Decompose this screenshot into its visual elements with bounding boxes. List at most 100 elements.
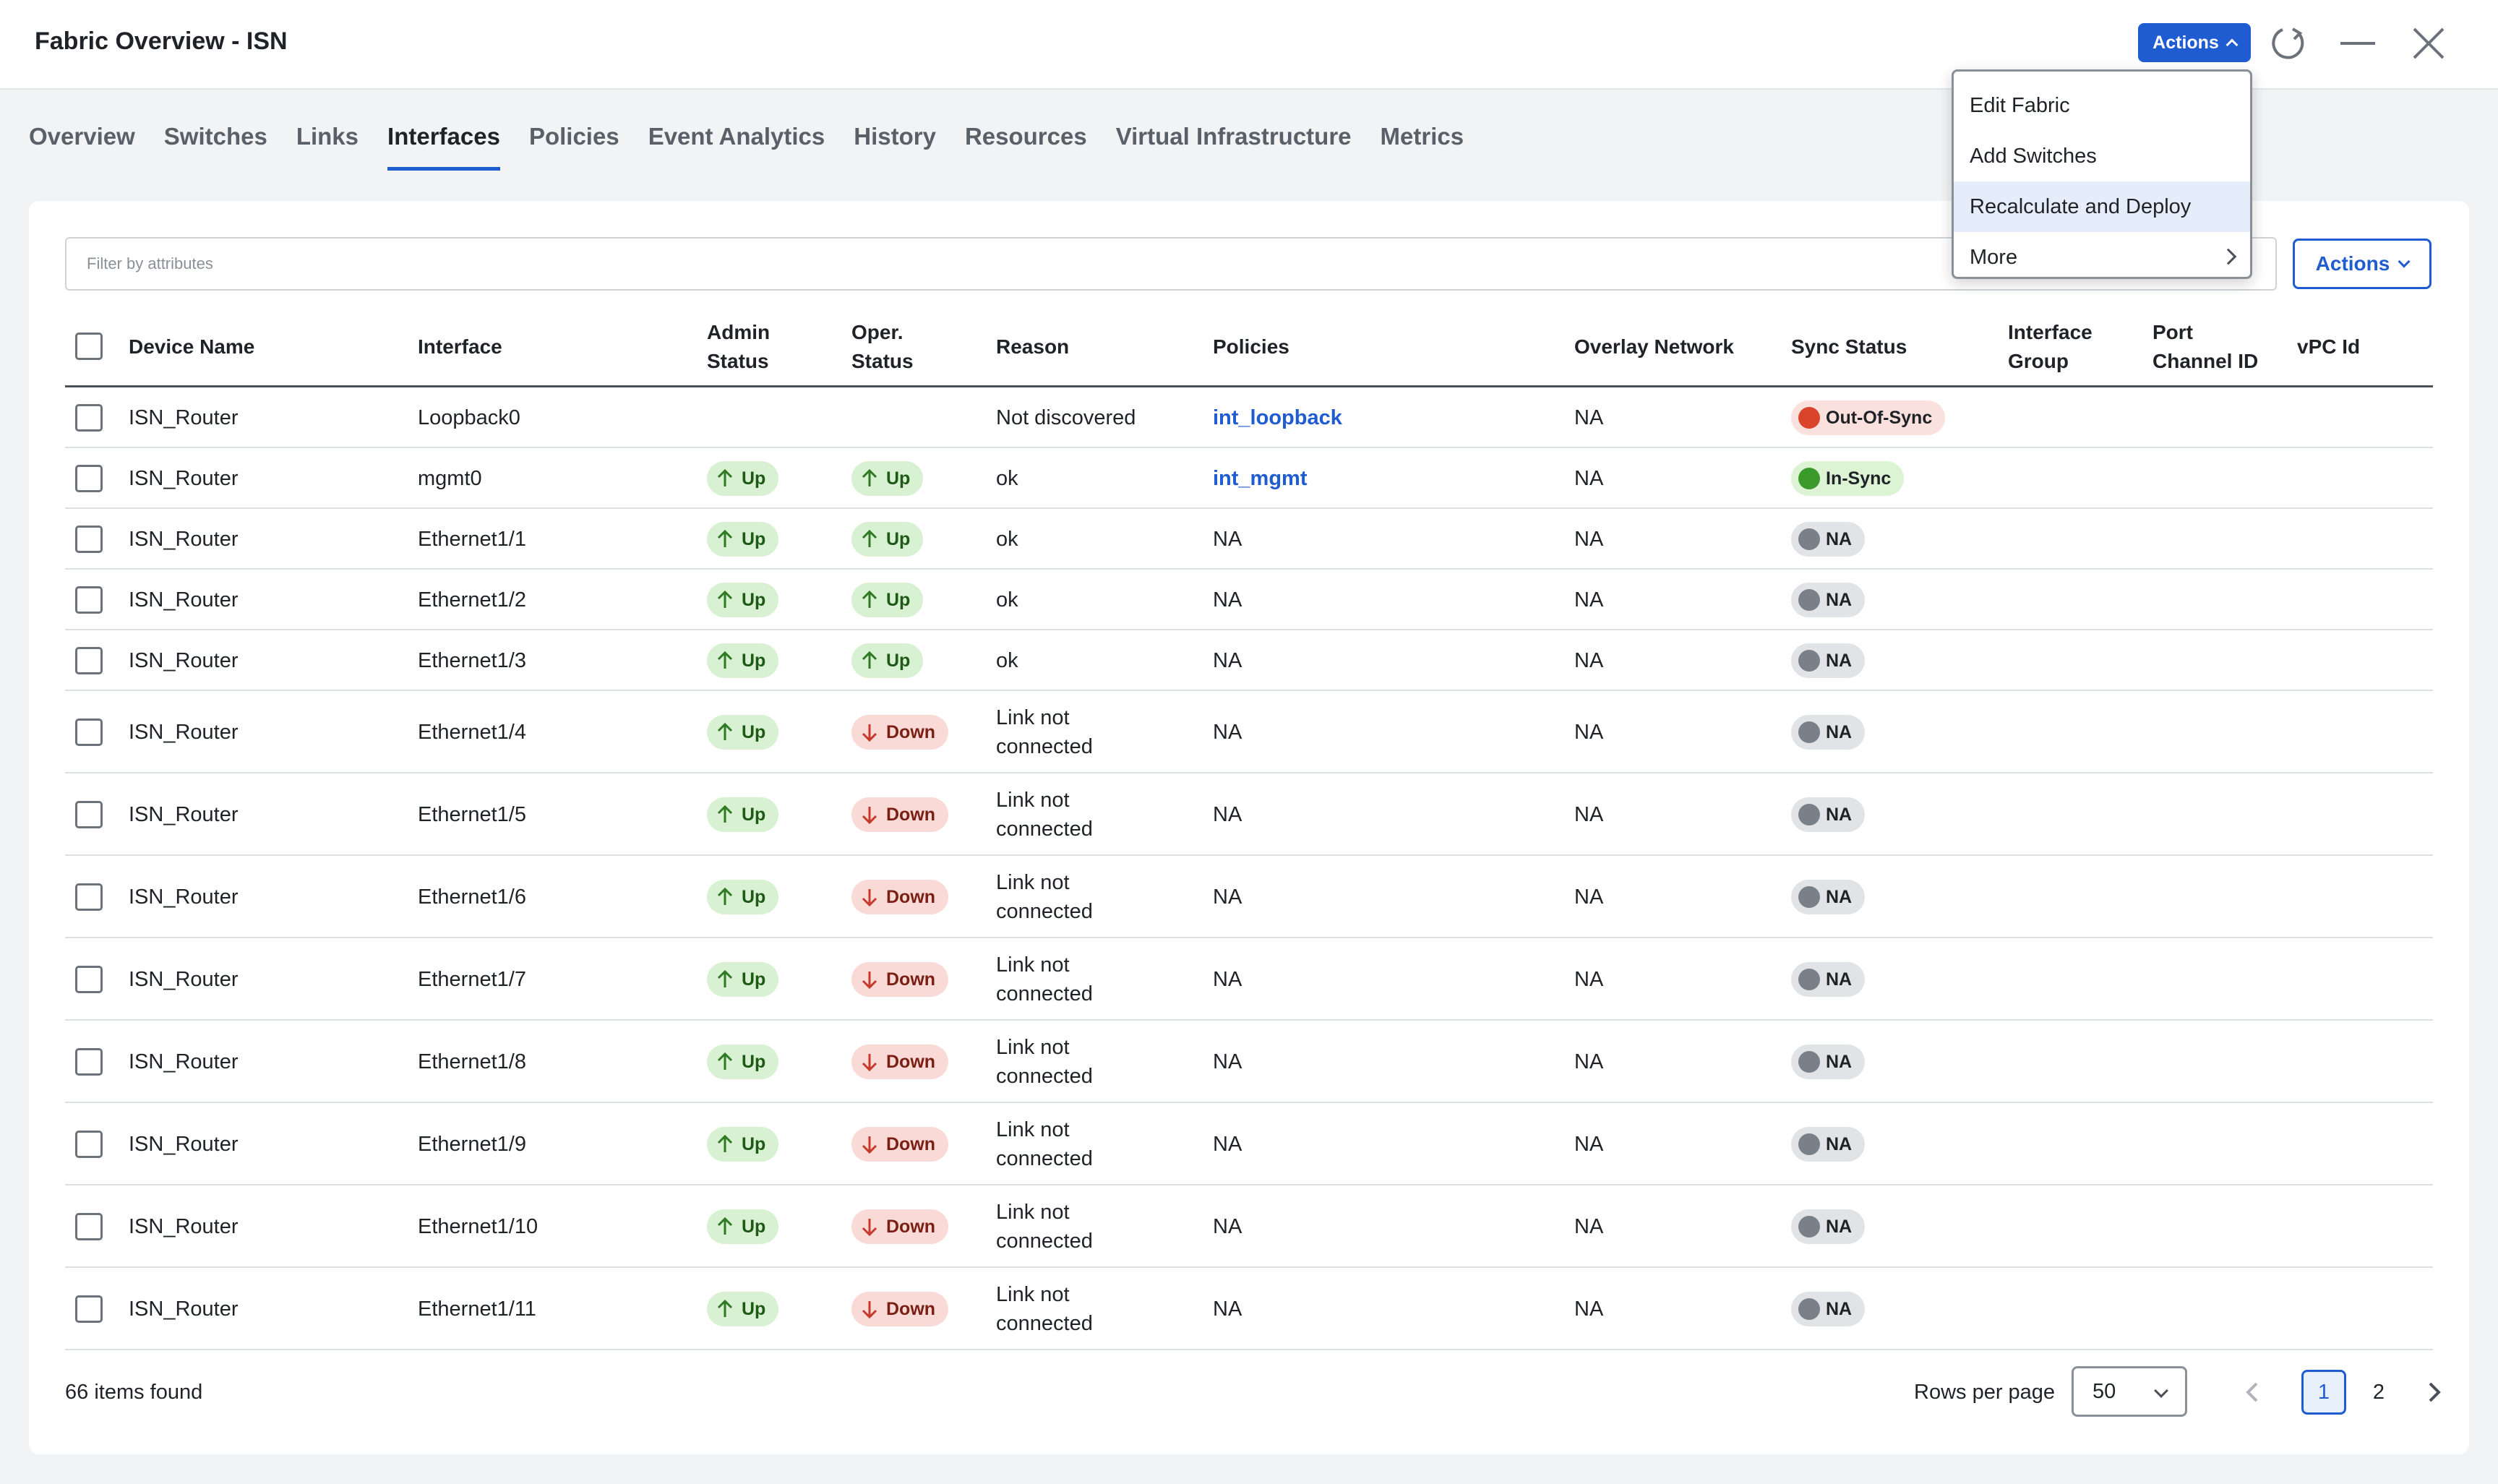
row-checkbox[interactable] <box>75 1213 103 1240</box>
col-admin-status-line2: Status <box>707 350 769 372</box>
col-device-name[interactable]: Device Name <box>129 335 255 358</box>
cell-reason: Link not connected <box>996 951 1093 1008</box>
minimize-icon[interactable] <box>2336 22 2379 65</box>
table-actions-button[interactable]: Actions <box>2293 239 2432 289</box>
table-row[interactable]: ISN_Router Ethernet1/4 Up Down Link not conne… <box>65 691 2433 773</box>
table-row[interactable]: ISN_Router Ethernet1/8 Up Down Link not conne… <box>65 1021 2433 1103</box>
arrow-down-icon <box>862 889 877 907</box>
menu-item-edit-fabric[interactable]: Edit Fabric <box>1954 80 2250 131</box>
close-icon[interactable] <box>2407 22 2450 65</box>
arrow-up-icon <box>717 805 733 823</box>
admin-status-badge: Up <box>707 1045 779 1079</box>
col-reason[interactable]: Reason <box>996 335 1070 358</box>
oper-status-badge-label: Up <box>886 650 911 671</box>
table-row[interactable]: ISN_Router Ethernet1/6 Up Down Link not conne… <box>65 856 2433 938</box>
col-sync-status[interactable]: Sync Status <box>1791 335 1907 358</box>
next-page-icon[interactable] <box>2416 1372 2452 1412</box>
table-row[interactable]: ISN_Router Ethernet1/10 Up Down Link not conn… <box>65 1185 2433 1268</box>
admin-status-badge-label: Up <box>742 589 766 610</box>
row-checkbox[interactable] <box>75 465 103 492</box>
oper-status-badge-label: Down <box>886 969 936 990</box>
menu-item-add-switches[interactable]: Add Switches <box>1954 131 2250 181</box>
policy-link[interactable]: int_loopback <box>1213 406 1342 429</box>
col-vpc-id[interactable]: vPC Id <box>2297 335 2361 358</box>
menu-item-label: Add Switches <box>1970 144 2097 168</box>
row-checkbox[interactable] <box>75 966 103 993</box>
menu-item-more[interactable]: More <box>1954 232 2250 283</box>
page-1-button[interactable]: 1 <box>2301 1370 2346 1415</box>
row-checkbox[interactable] <box>75 1295 103 1323</box>
row-checkbox[interactable] <box>75 1131 103 1158</box>
table-row[interactable]: ISN_Router Ethernet1/3 Up Up ok NA NA NA <box>65 630 2433 691</box>
row-checkbox[interactable] <box>75 883 103 911</box>
cell-interface: Ethernet1/11 <box>418 1298 536 1321</box>
row-checkbox[interactable] <box>75 404 103 432</box>
col-admin-status[interactable]: Admin Status <box>707 318 770 376</box>
cell-device-name: ISN_Router <box>129 885 239 909</box>
cell-reason-line: connected <box>996 818 1093 841</box>
tab-policies[interactable]: Policies <box>528 123 619 150</box>
col-port-channel-id-line2: Channel ID <box>2153 350 2259 372</box>
sync-status-label: NA <box>1826 886 1853 907</box>
cell-device-name: ISN_Router <box>129 406 239 429</box>
policy-link[interactable]: int_mgmt <box>1213 467 1308 490</box>
status-dot-icon <box>1798 650 1820 672</box>
col-policies[interactable]: Policies <box>1213 335 1289 358</box>
arrow-down-icon <box>862 724 877 742</box>
header-actions-button[interactable]: Actions <box>2138 23 2251 62</box>
table-row[interactable]: ISN_Router Ethernet1/11 Up Down Link not conn… <box>65 1268 2433 1350</box>
tab-event-analytics[interactable]: Event Analytics <box>648 123 825 150</box>
admin-status-badge-label: Up <box>742 468 766 489</box>
table-row[interactable]: ISN_Router Ethernet1/2 Up Up ok NA NA NA <box>65 570 2433 630</box>
refresh-icon[interactable] <box>2267 22 2310 65</box>
cell-reason: Link not connected <box>996 1280 1093 1338</box>
cell-reason-line: connected <box>996 1147 1093 1170</box>
row-checkbox[interactable] <box>75 526 103 553</box>
arrow-up-icon <box>862 468 877 486</box>
table-row[interactable]: ISN_Router Ethernet1/5 Up Down Link not conne… <box>65 773 2433 856</box>
table-row[interactable]: ISN_Router Loopback0 Not discovered int_loo… <box>65 387 2433 448</box>
tab-links[interactable]: Links <box>296 123 359 150</box>
row-checkbox[interactable] <box>75 586 103 614</box>
page-2-button[interactable]: 2 <box>2372 1380 2385 1404</box>
menu-item-recalculate-and-deploy[interactable]: Recalculate and Deploy <box>1954 181 2250 232</box>
row-checkbox[interactable] <box>75 801 103 828</box>
rows-per-page-label: Rows per page <box>1914 1381 2056 1404</box>
col-interface-group[interactable]: Interface Group <box>2008 318 2093 376</box>
row-checkbox[interactable] <box>75 647 103 674</box>
tab-switches[interactable]: Switches <box>163 123 267 150</box>
tab-history[interactable]: History <box>854 123 936 150</box>
row-checkbox[interactable] <box>75 719 103 746</box>
cell-interface: Loopback0 <box>418 406 520 429</box>
sync-status-badge: NA <box>1791 1292 1866 1326</box>
oper-status-badge-label: Down <box>886 1216 936 1237</box>
arrow-up-icon <box>717 468 733 486</box>
tab-interfaces[interactable]: Interfaces <box>387 123 500 171</box>
tab-overview[interactable]: Overview <box>29 123 135 150</box>
tab-metrics[interactable]: Metrics <box>1380 123 1464 150</box>
col-interface[interactable]: Interface <box>418 335 502 358</box>
prev-page-icon[interactable] <box>2235 1372 2271 1412</box>
sync-status-label: NA <box>1826 650 1853 671</box>
sync-status-badge: NA <box>1791 643 1866 678</box>
select-all-checkbox[interactable] <box>75 333 103 360</box>
col-overlay-network[interactable]: Overlay Network <box>1574 335 1734 358</box>
admin-status-badge: Up <box>707 880 779 914</box>
row-checkbox[interactable] <box>75 1048 103 1076</box>
admin-status-badge-label: Up <box>742 1216 766 1237</box>
tab-virtual-infrastructure[interactable]: Virtual Infrastructure <box>1115 123 1352 150</box>
col-port-channel-id[interactable]: Port Channel ID <box>2153 318 2258 376</box>
table-row[interactable]: ISN_Router Ethernet1/1 Up Up ok NA NA NA <box>65 509 2433 570</box>
col-oper-status[interactable]: Oper. Status <box>851 318 914 376</box>
tab-resources[interactable]: Resources <box>964 123 1087 150</box>
table-row[interactable]: ISN_Router mgmt0 Up Up ok int_mgmt NA In-Sync <box>65 448 2433 509</box>
table-actions-label: Actions <box>2315 252 2390 275</box>
filter-input[interactable]: Filter by attributes <box>65 237 2277 291</box>
arrow-down-icon <box>862 1219 877 1237</box>
cell-interface: Ethernet1/9 <box>418 1133 526 1156</box>
table-row[interactable]: ISN_Router Ethernet1/7 Up Down Link not conne… <box>65 938 2433 1021</box>
sync-status-badge: NA <box>1791 583 1866 617</box>
rows-per-page-select[interactable]: 50 <box>2072 1366 2187 1417</box>
table-row[interactable]: ISN_Router Ethernet1/9 Up Down Link not conne… <box>65 1103 2433 1185</box>
admin-status-badge-label: Up <box>742 969 766 990</box>
